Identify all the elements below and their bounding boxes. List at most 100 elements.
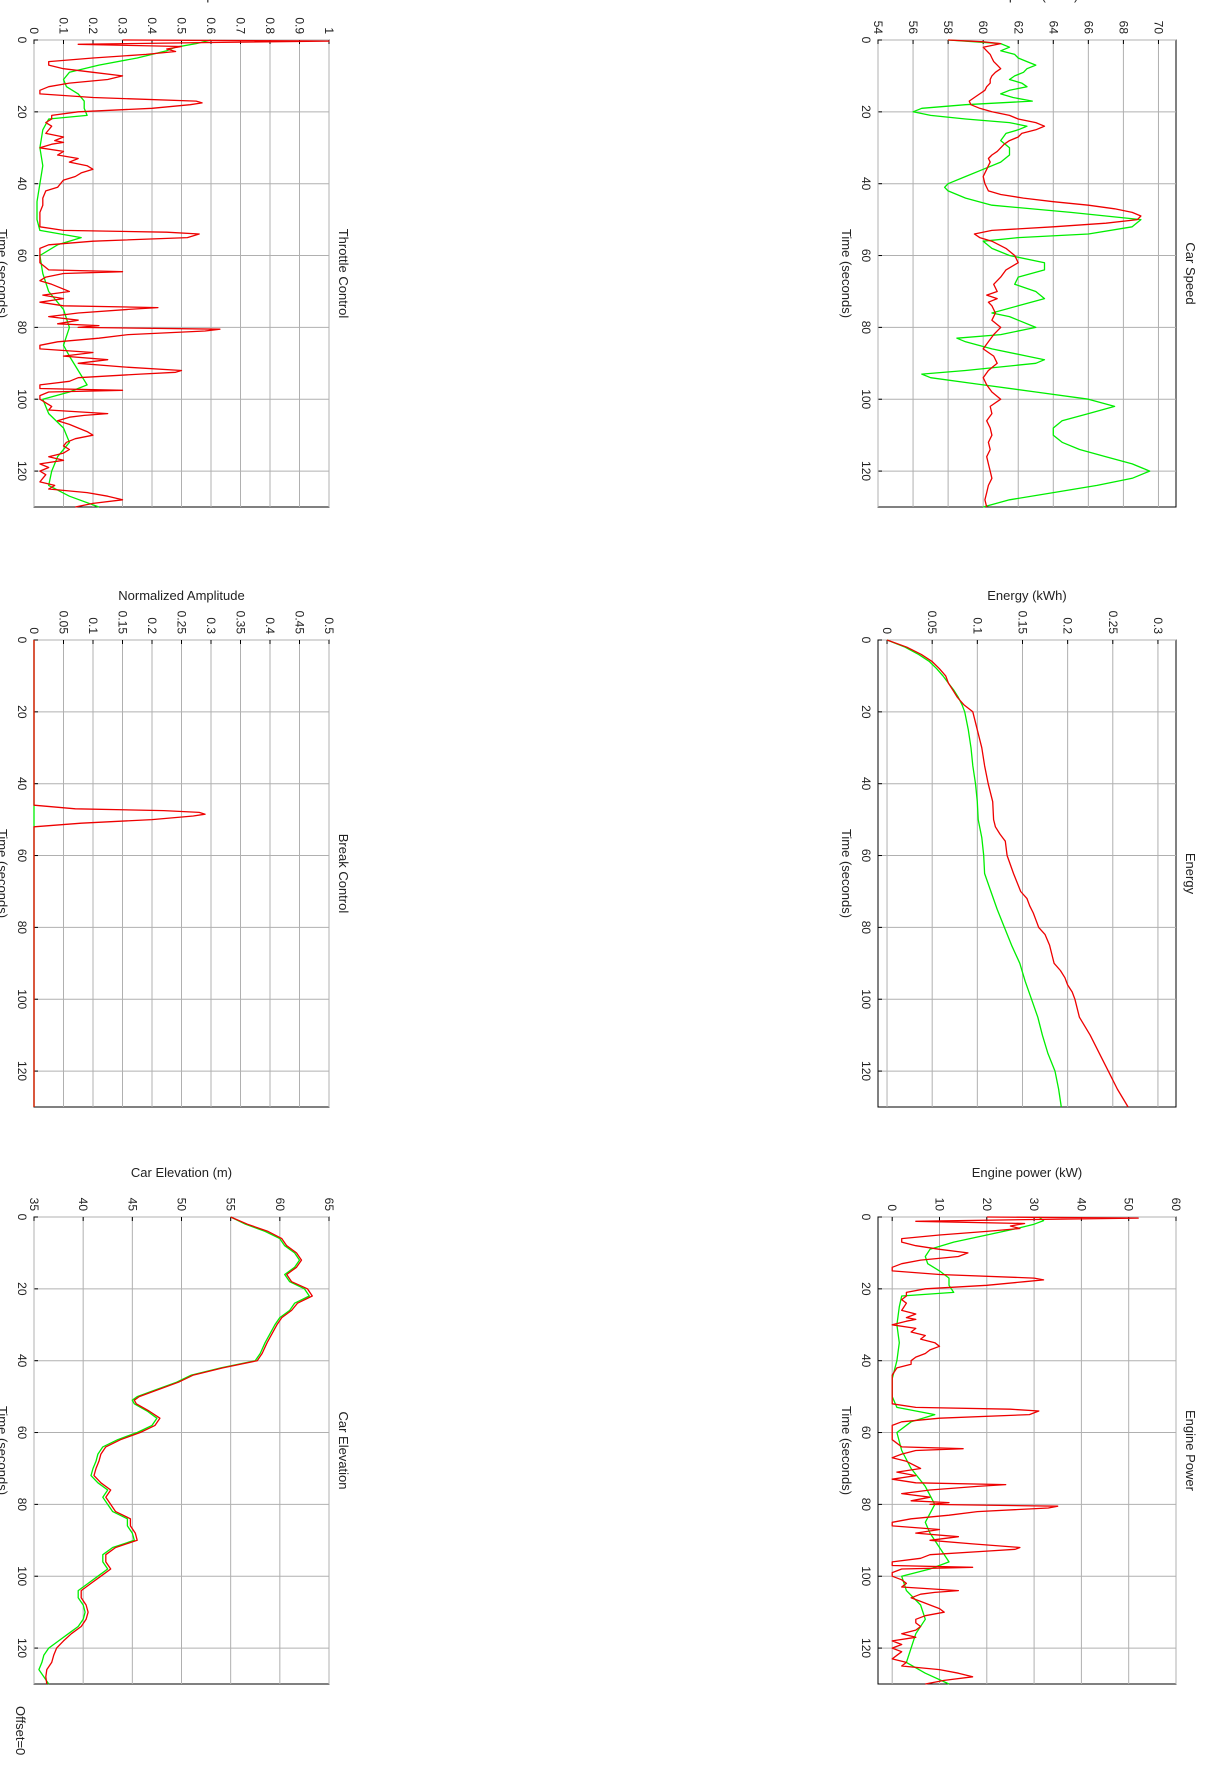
y-tick-label: 30 (1027, 1198, 1041, 1212)
energy-panel: 0 20 40 60 80 100 120 0 0.05 0.1 0.15 0.2 0.25 0.3 Ene… (839, 588, 1198, 1108)
y-tick-label: 0 (27, 627, 41, 634)
y-tick-label: 0.05 (57, 611, 71, 635)
series-line (891, 1216, 1139, 1685)
chart-title: Engine Power (1183, 1410, 1198, 1492)
x-tick-label: 0 (859, 637, 873, 644)
x-tick-label: 60 (859, 1426, 873, 1440)
y-tick-label: 0.7 (234, 17, 248, 34)
x-tick-label: 60 (859, 849, 873, 863)
x-tick-label: 0 (15, 37, 29, 44)
y-tick-label: 0.3 (204, 617, 218, 634)
plot-frame (877, 39, 1177, 508)
series-line (45, 1216, 313, 1685)
y-tick-label: 62 (1011, 21, 1025, 35)
x-tick-label: 40 (859, 177, 873, 191)
y-tick-label: 60 (976, 21, 990, 35)
y-tick-label: 10 (932, 1198, 946, 1212)
y-tick-label: 35 (27, 1198, 41, 1212)
y-tick-label: 70 (1151, 21, 1165, 35)
break-control-panel: 0 20 40 60 80 100 120 0 0.05 0.1 0.15 0.2 0.25 0.3 0.3… (0, 588, 351, 1108)
y-tick-label: 40 (1074, 1198, 1088, 1212)
x-tick-label: 100 (859, 389, 873, 409)
y-tick-label: 65 (322, 1198, 336, 1212)
y-tick-label: 0.4 (263, 617, 277, 634)
x-tick-label: 20 (15, 705, 29, 719)
x-tick-label: 20 (15, 105, 29, 119)
y-tick-label: 56 (906, 21, 920, 35)
chart-title: Car Speed (1183, 242, 1198, 304)
chart-title: Throttle Control (336, 229, 351, 319)
x-tick-label: 80 (15, 321, 29, 335)
y-tick-label: 55 (224, 1198, 238, 1212)
x-tick-label: 60 (15, 1426, 29, 1440)
x-tick-label: 60 (15, 249, 29, 263)
y-tick-label: 0.3 (1151, 617, 1165, 634)
y-tick-label: 0.35 (234, 611, 248, 635)
x-tick-label: 120 (859, 1061, 873, 1081)
y-tick-label: 0.1 (57, 17, 71, 34)
series-line (36, 39, 212, 508)
x-tick-label: 20 (859, 705, 873, 719)
chart-title: Break Control (336, 834, 351, 914)
y-axis-label: Car Elevation (m) (131, 1165, 232, 1180)
series-line (38, 1216, 310, 1685)
x-tick-label: 20 (859, 105, 873, 119)
y-tick-label: 0 (27, 27, 41, 34)
y-tick-label: 20 (980, 1198, 994, 1212)
y-tick-label: 0.15 (116, 611, 130, 635)
x-tick-label: 40 (15, 1354, 29, 1368)
x-tick-label: 100 (15, 1566, 29, 1586)
y-tick-label: 0.25 (1106, 611, 1120, 635)
y-tick-label: 0.2 (145, 617, 159, 634)
y-tick-label: 0.05 (925, 611, 939, 635)
x-tick-label: 40 (859, 1354, 873, 1368)
y-tick-label: 60 (273, 1198, 287, 1212)
x-tick-label: 0 (859, 37, 873, 44)
chart-title: Energy (1183, 853, 1198, 895)
x-axis-label: Time (seconds) (0, 1406, 10, 1495)
y-axis-label: Normalized Amplitude (118, 0, 244, 3)
series-line (886, 639, 1129, 1108)
x-axis-label: Time (seconds) (839, 229, 854, 318)
y-tick-label: 0.2 (1061, 617, 1075, 634)
x-tick-label: 60 (859, 249, 873, 263)
x-tick-label: 80 (859, 921, 873, 935)
y-tick-label: 0.8 (263, 17, 277, 34)
x-axis-label: Time (seconds) (0, 229, 10, 318)
x-tick-label: 40 (859, 777, 873, 791)
x-axis-label: Time (seconds) (839, 829, 854, 918)
y-tick-label: 0.25 (175, 611, 189, 635)
x-tick-label: 120 (859, 1638, 873, 1658)
y-tick-label: 58 (941, 21, 955, 35)
x-tick-label: 40 (15, 777, 29, 791)
x-tick-label: 120 (15, 1638, 29, 1658)
x-tick-label: 120 (859, 461, 873, 481)
x-tick-label: 80 (15, 921, 29, 935)
chart-title: Car Elevation (336, 1411, 351, 1489)
y-axis-label: Energy (kWh) (987, 588, 1066, 603)
y-tick-label: 0 (885, 1204, 899, 1211)
series-line (33, 640, 206, 1107)
series-line (948, 39, 1142, 508)
offset-label: Offset=0 (13, 1706, 28, 1755)
x-axis-label: Time (seconds) (839, 1406, 854, 1495)
y-tick-label: 40 (76, 1198, 90, 1212)
plot-frame (877, 639, 1177, 1108)
y-tick-label: 0.1 (970, 617, 984, 634)
y-tick-label: 50 (1122, 1198, 1136, 1212)
x-tick-label: 100 (859, 1566, 873, 1586)
series-line (886, 639, 1062, 1108)
y-tick-label: 60 (1169, 1198, 1183, 1212)
y-axis-label: Car Speed (km/h) (976, 0, 1079, 3)
x-tick-label: 0 (15, 637, 29, 644)
y-tick-label: 0.15 (1015, 611, 1029, 635)
x-tick-label: 100 (859, 989, 873, 1009)
y-tick-label: 0 (880, 627, 894, 634)
x-tick-label: 120 (15, 461, 29, 481)
x-tick-label: 120 (15, 1061, 29, 1081)
series-line (912, 39, 1151, 508)
y-tick-label: 50 (175, 1198, 189, 1212)
x-tick-label: 20 (859, 1282, 873, 1296)
x-tick-label: 60 (15, 849, 29, 863)
y-tick-label: 64 (1046, 21, 1060, 35)
